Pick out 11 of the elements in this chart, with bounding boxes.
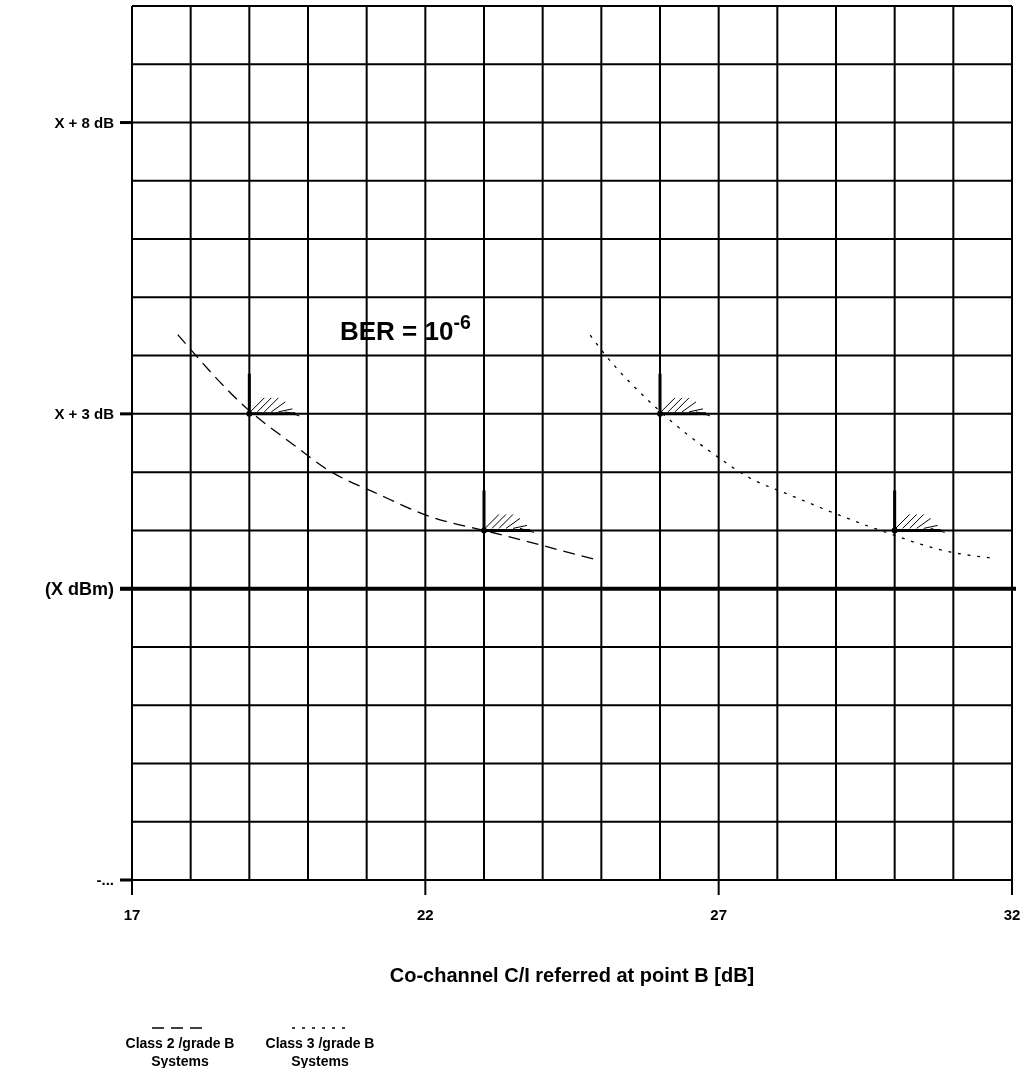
x-tick-label: 27 [710,906,728,923]
x-tick-label: 22 [416,906,434,923]
y-tick-label: (X dBm) [45,578,114,599]
y-tick-label: X + 8 dB [54,113,115,131]
legend-label: Class 2 /grade B Systems [125,1035,235,1068]
x-axis-title: Co-channel C/I referred at point B [dB] [389,964,755,986]
y-tick-label: -... [96,871,114,889]
x-tick-label: 32 [1003,906,1021,923]
y-tick-label: X + 3 dB [54,405,115,423]
legend-label: Class 3 /grade B Systems [265,1035,375,1068]
x-tick-label: 17 [123,906,141,923]
